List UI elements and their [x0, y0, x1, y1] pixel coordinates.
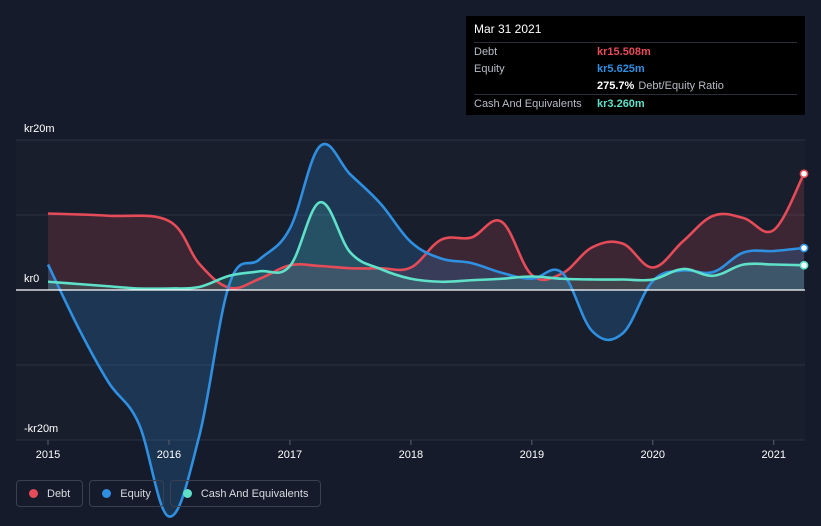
- tooltip-value: kr15.508m: [597, 45, 651, 58]
- y-axis-ticks: kr20m kr0 -kr20m: [24, 123, 58, 435]
- tooltip-value: 275.7%: [597, 79, 635, 92]
- endpoint-cash-and-equivalents: [799, 260, 809, 270]
- tooltip-row-debt: Debt kr15.508m: [474, 42, 797, 60]
- area-debt: [48, 173, 804, 290]
- x-tick-label: 2020: [641, 449, 665, 461]
- tooltip-label: Debt: [474, 45, 498, 58]
- tooltip-label: Equity: [474, 62, 505, 75]
- series-lines: [46, 142, 806, 518]
- series-endpoints: [799, 169, 809, 270]
- legend-label: Cash And Equivalents: [200, 487, 309, 500]
- y-tick-label: -kr20m: [24, 423, 58, 435]
- legend-item-cash[interactable]: Cash And Equivalents: [169, 480, 322, 507]
- x-tick-label: 2018: [399, 449, 423, 461]
- series-areas: [48, 143, 804, 517]
- legend-label: Equity: [120, 487, 151, 500]
- x-tick-label: 2019: [520, 449, 544, 461]
- x-tick-label: 2021: [762, 449, 786, 461]
- tooltip-row-cash: Cash And Equivalents kr3.260m: [474, 94, 797, 112]
- legend-dot-icon: [29, 489, 38, 498]
- line-cash-and-equivalents: [47, 200, 805, 291]
- legend-label: Debt: [47, 487, 71, 500]
- tooltip-ratio-label: Debt/Equity Ratio: [638, 79, 724, 92]
- legend: Debt Equity Cash And Equivalents: [16, 480, 322, 507]
- tooltip-row-equity: Equity kr5.625m: [474, 60, 797, 77]
- legend-item-debt[interactable]: Debt: [16, 480, 84, 507]
- y-tick-label: kr20m: [24, 123, 55, 135]
- tooltip-panel: Mar 31 2021 Debt kr15.508m Equity kr5.62…: [466, 16, 805, 115]
- tooltip-value: kr3.260m: [597, 97, 645, 110]
- tooltip-label: Cash And Equivalents: [474, 97, 582, 110]
- legend-item-equity[interactable]: Equity: [89, 480, 164, 507]
- y-tick-label: kr0: [24, 273, 39, 285]
- legend-dot-icon: [102, 489, 112, 498]
- x-tick-label: 2017: [278, 449, 302, 461]
- x-axis-ticks: 2015 2016 2017 2018 2019 2020 2021: [36, 440, 786, 461]
- legend-dot-icon: [182, 489, 192, 498]
- area-cash-and-equivalents: [48, 202, 804, 290]
- endpoint-debt: [799, 169, 809, 179]
- tooltip-row-ratio: 275.7% Debt/Equity Ratio: [474, 77, 797, 94]
- x-tick-label: 2015: [36, 449, 60, 461]
- tooltip-date: Mar 31 2021: [474, 22, 542, 36]
- tooltip-value: kr5.625m: [597, 62, 645, 75]
- endpoint-equity: [799, 243, 809, 253]
- x-tick-label: 2016: [157, 449, 181, 461]
- area-equity: [48, 143, 804, 517]
